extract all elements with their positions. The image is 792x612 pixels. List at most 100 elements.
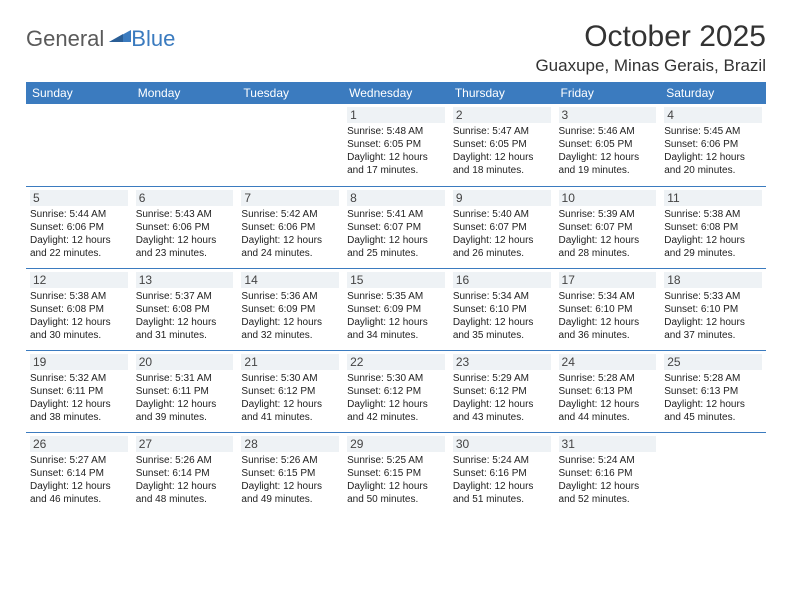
calendar-cell: 24Sunrise: 5:28 AMSunset: 6:13 PMDayligh… (555, 350, 661, 432)
sunset-text: Sunset: 6:15 PM (347, 467, 445, 480)
sunset-text: Sunset: 6:13 PM (559, 385, 657, 398)
calendar-cell: 27Sunrise: 5:26 AMSunset: 6:14 PMDayligh… (132, 432, 238, 514)
calendar-week: 5Sunrise: 5:44 AMSunset: 6:06 PMDaylight… (26, 186, 766, 268)
dl2-text: and 38 minutes. (30, 411, 128, 424)
sunset-text: Sunset: 6:14 PM (30, 467, 128, 480)
calendar-cell: 20Sunrise: 5:31 AMSunset: 6:11 PMDayligh… (132, 350, 238, 432)
day-number: 2 (453, 107, 551, 123)
sunrise-text: Sunrise: 5:30 AM (241, 372, 339, 385)
sunset-text: Sunset: 6:16 PM (453, 467, 551, 480)
calendar-cell: 9Sunrise: 5:40 AMSunset: 6:07 PMDaylight… (449, 186, 555, 268)
dl2-text: and 44 minutes. (559, 411, 657, 424)
dl2-text: and 20 minutes. (664, 164, 762, 177)
calendar-cell: 13Sunrise: 5:37 AMSunset: 6:08 PMDayligh… (132, 268, 238, 350)
calendar-cell: 29Sunrise: 5:25 AMSunset: 6:15 PMDayligh… (343, 432, 449, 514)
dl1-text: Daylight: 12 hours (241, 398, 339, 411)
sunset-text: Sunset: 6:14 PM (136, 467, 234, 480)
calendar-cell: 19Sunrise: 5:32 AMSunset: 6:11 PMDayligh… (26, 350, 132, 432)
calendar-cell: 26Sunrise: 5:27 AMSunset: 6:14 PMDayligh… (26, 432, 132, 514)
calendar-cell: 30Sunrise: 5:24 AMSunset: 6:16 PMDayligh… (449, 432, 555, 514)
sunrise-text: Sunrise: 5:26 AM (136, 454, 234, 467)
dl1-text: Daylight: 12 hours (559, 234, 657, 247)
sunrise-text: Sunrise: 5:38 AM (664, 208, 762, 221)
dl2-text: and 42 minutes. (347, 411, 445, 424)
brand-triangle-icon (109, 28, 131, 49)
dl1-text: Daylight: 12 hours (453, 398, 551, 411)
dl2-text: and 24 minutes. (241, 247, 339, 260)
sunrise-text: Sunrise: 5:31 AM (136, 372, 234, 385)
day-header: Thursday (449, 82, 555, 104)
sunrise-text: Sunrise: 5:41 AM (347, 208, 445, 221)
sunrise-text: Sunrise: 5:38 AM (30, 290, 128, 303)
calendar-cell: 5Sunrise: 5:44 AMSunset: 6:06 PMDaylight… (26, 186, 132, 268)
day-number: 23 (453, 354, 551, 370)
dl2-text: and 34 minutes. (347, 329, 445, 342)
sunset-text: Sunset: 6:11 PM (30, 385, 128, 398)
day-number: 5 (30, 190, 128, 206)
title-block: October 2025 Guaxupe, Minas Gerais, Braz… (535, 20, 766, 76)
brand-part1: General (26, 26, 104, 52)
dl1-text: Daylight: 12 hours (453, 316, 551, 329)
day-number: 13 (136, 272, 234, 288)
dl1-text: Daylight: 12 hours (347, 480, 445, 493)
sunset-text: Sunset: 6:05 PM (453, 138, 551, 151)
dl1-text: Daylight: 12 hours (559, 151, 657, 164)
dl1-text: Daylight: 12 hours (241, 316, 339, 329)
day-number: 26 (30, 436, 128, 452)
dl1-text: Daylight: 12 hours (559, 398, 657, 411)
dl1-text: Daylight: 12 hours (664, 234, 762, 247)
sunset-text: Sunset: 6:06 PM (30, 221, 128, 234)
dl2-text: and 32 minutes. (241, 329, 339, 342)
sunrise-text: Sunrise: 5:29 AM (453, 372, 551, 385)
sunset-text: Sunset: 6:11 PM (136, 385, 234, 398)
dl1-text: Daylight: 12 hours (664, 398, 762, 411)
calendar-cell: 22Sunrise: 5:30 AMSunset: 6:12 PMDayligh… (343, 350, 449, 432)
sunset-text: Sunset: 6:07 PM (347, 221, 445, 234)
dl2-text: and 36 minutes. (559, 329, 657, 342)
dl2-text: and 31 minutes. (136, 329, 234, 342)
sunset-text: Sunset: 6:15 PM (241, 467, 339, 480)
calendar-cell: 23Sunrise: 5:29 AMSunset: 6:12 PMDayligh… (449, 350, 555, 432)
location-text: Guaxupe, Minas Gerais, Brazil (535, 56, 766, 76)
sunrise-text: Sunrise: 5:26 AM (241, 454, 339, 467)
dl1-text: Daylight: 12 hours (347, 398, 445, 411)
dl2-text: and 25 minutes. (347, 247, 445, 260)
calendar-cell: 4Sunrise: 5:45 AMSunset: 6:06 PMDaylight… (660, 104, 766, 186)
calendar-cell: 16Sunrise: 5:34 AMSunset: 6:10 PMDayligh… (449, 268, 555, 350)
dl2-text: and 17 minutes. (347, 164, 445, 177)
brand-part2: Blue (131, 26, 175, 52)
day-number: 30 (453, 436, 551, 452)
sunrise-text: Sunrise: 5:33 AM (664, 290, 762, 303)
dl2-text: and 50 minutes. (347, 493, 445, 506)
day-number: 12 (30, 272, 128, 288)
sunrise-text: Sunrise: 5:25 AM (347, 454, 445, 467)
calendar-cell: 25Sunrise: 5:28 AMSunset: 6:13 PMDayligh… (660, 350, 766, 432)
calendar-cell: 3Sunrise: 5:46 AMSunset: 6:05 PMDaylight… (555, 104, 661, 186)
sunrise-text: Sunrise: 5:34 AM (453, 290, 551, 303)
dl1-text: Daylight: 12 hours (664, 151, 762, 164)
sunset-text: Sunset: 6:12 PM (347, 385, 445, 398)
dl2-text: and 51 minutes. (453, 493, 551, 506)
calendar-cell (237, 104, 343, 186)
sunset-text: Sunset: 6:05 PM (347, 138, 445, 151)
day-number: 24 (559, 354, 657, 370)
dl2-text: and 48 minutes. (136, 493, 234, 506)
calendar-cell: 6Sunrise: 5:43 AMSunset: 6:06 PMDaylight… (132, 186, 238, 268)
dl1-text: Daylight: 12 hours (347, 316, 445, 329)
day-number: 9 (453, 190, 551, 206)
sunrise-text: Sunrise: 5:36 AM (241, 290, 339, 303)
day-number: 28 (241, 436, 339, 452)
calendar-cell: 18Sunrise: 5:33 AMSunset: 6:10 PMDayligh… (660, 268, 766, 350)
calendar-cell: 11Sunrise: 5:38 AMSunset: 6:08 PMDayligh… (660, 186, 766, 268)
sunset-text: Sunset: 6:10 PM (664, 303, 762, 316)
day-number: 20 (136, 354, 234, 370)
calendar-cell: 2Sunrise: 5:47 AMSunset: 6:05 PMDaylight… (449, 104, 555, 186)
sunset-text: Sunset: 6:08 PM (664, 221, 762, 234)
calendar-cell: 31Sunrise: 5:24 AMSunset: 6:16 PMDayligh… (555, 432, 661, 514)
dl2-text: and 46 minutes. (30, 493, 128, 506)
sunset-text: Sunset: 6:05 PM (559, 138, 657, 151)
day-number: 4 (664, 107, 762, 123)
sunset-text: Sunset: 6:10 PM (559, 303, 657, 316)
calendar-cell: 1Sunrise: 5:48 AMSunset: 6:05 PMDaylight… (343, 104, 449, 186)
day-number: 19 (30, 354, 128, 370)
